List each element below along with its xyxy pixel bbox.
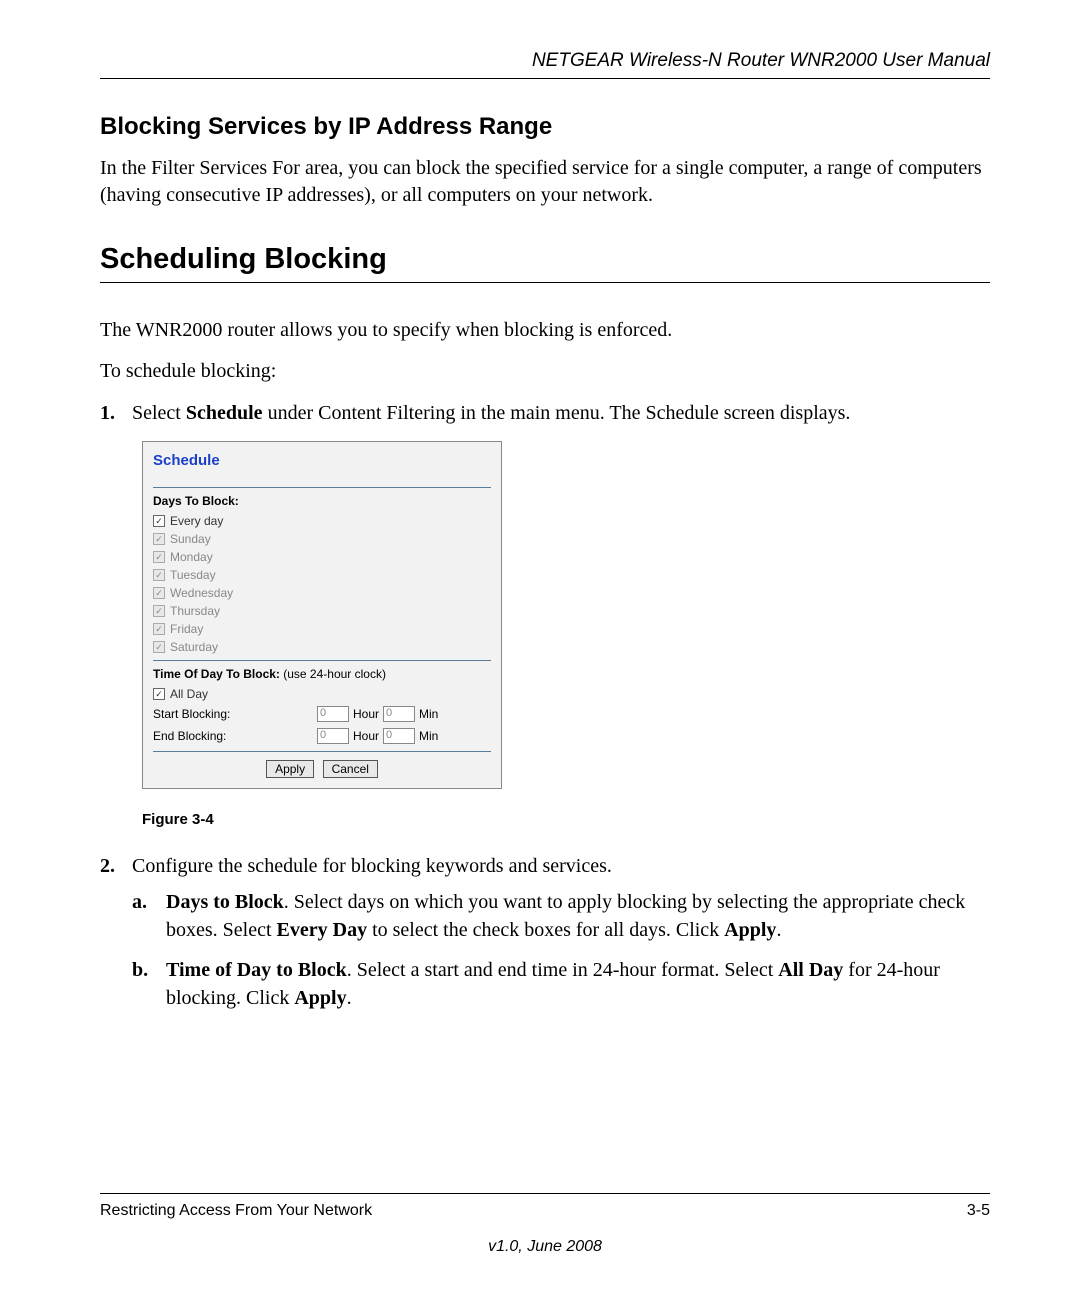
checkbox-icon[interactable]: ✓ bbox=[153, 551, 165, 563]
ss-divider bbox=[153, 660, 491, 661]
min-label: Min bbox=[419, 707, 438, 721]
hour-label: Hour bbox=[353, 707, 379, 721]
checkbox-icon[interactable]: ✓ bbox=[153, 605, 165, 617]
checkbox-label: Friday bbox=[170, 622, 203, 636]
checkbox-icon[interactable]: ✓ bbox=[153, 515, 165, 527]
min-label: Min bbox=[419, 729, 438, 743]
checkbox-label: Thursday bbox=[170, 604, 220, 618]
step-2b: b. Time of Day to Block. Select a start … bbox=[132, 956, 990, 1012]
checkbox-row-everyday: ✓ Every day bbox=[153, 512, 491, 530]
checkbox-label: Sunday bbox=[170, 532, 211, 546]
step2b-b1: Time of Day to Block bbox=[166, 959, 347, 981]
checkbox-row-allday: ✓ All Day bbox=[153, 685, 491, 703]
checkbox-row-thursday: ✓ Thursday bbox=[153, 602, 491, 620]
ss-divider bbox=[153, 751, 491, 752]
checkbox-icon[interactable]: ✓ bbox=[153, 569, 165, 581]
substep-number: a. bbox=[132, 888, 166, 944]
step2-text: Configure the schedule for blocking keyw… bbox=[132, 855, 612, 877]
start-hour-input[interactable]: 0 bbox=[317, 706, 349, 722]
footer-rule bbox=[100, 1193, 990, 1194]
time-note: (use 24-hour clock) bbox=[280, 667, 386, 681]
step2b-t3: . bbox=[347, 987, 352, 1009]
step1-text-a: Select bbox=[132, 402, 186, 424]
checkbox-icon[interactable]: ✓ bbox=[153, 533, 165, 545]
time-of-day-label: Time Of Day To Block: (use 24-hour clock… bbox=[153, 667, 491, 681]
days-to-block-label: Days To Block: bbox=[153, 494, 491, 508]
scheduling-para1: The WNR2000 router allows you to specify… bbox=[100, 317, 990, 344]
step2a-b2: Every Day bbox=[277, 919, 368, 941]
start-blocking-row: Start Blocking: 0 Hour 0 Min bbox=[153, 703, 491, 725]
step2a-b3: Apply bbox=[724, 919, 776, 941]
step2b-t1: . Select a start and end time in 24-hour… bbox=[347, 959, 779, 981]
step-2: 2. Configure the schedule for blocking k… bbox=[100, 852, 990, 1024]
footer-section-name: Restricting Access From Your Network bbox=[100, 1202, 372, 1220]
page-footer: Restricting Access From Your Network 3-5… bbox=[100, 1193, 990, 1256]
checkbox-icon[interactable]: ✓ bbox=[153, 623, 165, 635]
manual-header: NETGEAR Wireless-N Router WNR2000 User M… bbox=[100, 50, 990, 72]
end-hour-input[interactable]: 0 bbox=[317, 728, 349, 744]
checkbox-label: All Day bbox=[170, 687, 208, 701]
step2a-t3: . bbox=[776, 919, 781, 941]
step2b-b2: All Day bbox=[778, 959, 843, 981]
checkbox-row-wednesday: ✓ Wednesday bbox=[153, 584, 491, 602]
time-label-text: Time Of Day To Block: bbox=[153, 667, 280, 681]
ss-title: Schedule bbox=[153, 452, 491, 469]
checkbox-icon[interactable]: ✓ bbox=[153, 641, 165, 653]
checkbox-label: Monday bbox=[170, 550, 213, 564]
checkbox-row-saturday: ✓ Saturday bbox=[153, 638, 491, 656]
section-heading-scheduling: Scheduling Blocking bbox=[100, 243, 990, 276]
checkbox-label: Tuesday bbox=[170, 568, 216, 582]
step-1: 1. Select Schedule under Content Filteri… bbox=[100, 399, 990, 427]
checkbox-label: Saturday bbox=[170, 640, 218, 654]
checkbox-label: Every day bbox=[170, 514, 223, 528]
header-rule bbox=[100, 78, 990, 79]
ss-divider bbox=[153, 487, 491, 488]
apply-button[interactable]: Apply bbox=[266, 760, 314, 778]
start-min-input[interactable]: 0 bbox=[383, 706, 415, 722]
checkbox-icon[interactable]: ✓ bbox=[153, 587, 165, 599]
step-number: 2. bbox=[100, 852, 132, 1024]
substep-number: b. bbox=[132, 956, 166, 1012]
scheduling-para2: To schedule blocking: bbox=[100, 358, 990, 385]
schedule-screenshot: Schedule Days To Block: ✓ Every day ✓ Su… bbox=[142, 441, 502, 789]
step-2a: a. Days to Block. Select days on which y… bbox=[132, 888, 990, 944]
checkbox-row-friday: ✓ Friday bbox=[153, 620, 491, 638]
checkbox-row-tuesday: ✓ Tuesday bbox=[153, 566, 491, 584]
step-number: 1. bbox=[100, 399, 132, 427]
step1-bold: Schedule bbox=[186, 402, 263, 424]
start-blocking-label: Start Blocking: bbox=[153, 707, 313, 721]
footer-version: v1.0, June 2008 bbox=[100, 1238, 990, 1256]
end-blocking-label: End Blocking: bbox=[153, 729, 313, 743]
section-paragraph: In the Filter Services For area, you can… bbox=[100, 155, 990, 209]
section-heading-ip-range: Blocking Services by IP Address Range bbox=[100, 113, 990, 141]
section-rule bbox=[100, 282, 990, 283]
end-blocking-row: End Blocking: 0 Hour 0 Min bbox=[153, 725, 491, 747]
checkbox-icon[interactable]: ✓ bbox=[153, 688, 165, 700]
checkbox-row-sunday: ✓ Sunday bbox=[153, 530, 491, 548]
hour-label: Hour bbox=[353, 729, 379, 743]
checkbox-row-monday: ✓ Monday bbox=[153, 548, 491, 566]
step2b-b3: Apply bbox=[294, 987, 346, 1009]
figure-caption: Figure 3-4 bbox=[142, 811, 990, 828]
footer-page-number: 3-5 bbox=[967, 1202, 990, 1220]
cancel-button[interactable]: Cancel bbox=[323, 760, 378, 778]
end-min-input[interactable]: 0 bbox=[383, 728, 415, 744]
step1-text-c: under Content Filtering in the main menu… bbox=[263, 402, 851, 424]
step2a-t2: to select the check boxes for all days. … bbox=[367, 919, 724, 941]
step2a-b1: Days to Block bbox=[166, 891, 284, 913]
checkbox-label: Wednesday bbox=[170, 586, 233, 600]
